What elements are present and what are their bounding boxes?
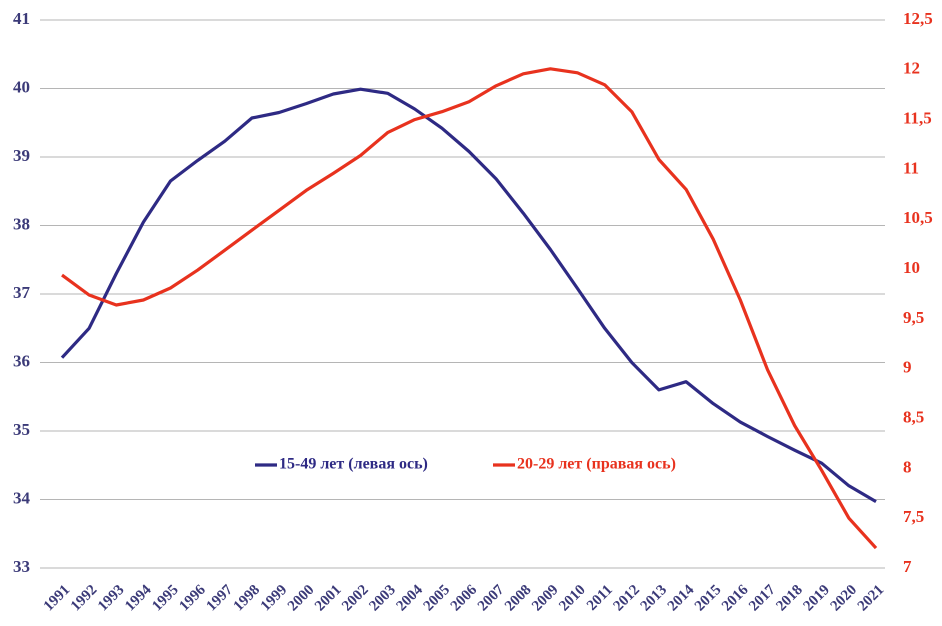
y2-tick-label: 8,5 bbox=[903, 407, 924, 426]
y-tick-label: 35 bbox=[13, 420, 30, 439]
y-tick-label: 39 bbox=[13, 146, 30, 165]
x-tick-label: 1994 bbox=[122, 582, 155, 615]
x-tick-label: 2015 bbox=[692, 582, 725, 615]
x-tick-label: 1996 bbox=[176, 582, 209, 615]
y2-tick-label: 12 bbox=[903, 59, 920, 78]
x-tick-label: 1997 bbox=[204, 582, 237, 615]
x-tick-label: 2012 bbox=[611, 582, 644, 615]
x-tick-label: 2010 bbox=[556, 582, 589, 615]
x-tick-label: 2020 bbox=[828, 582, 861, 615]
legend-label: 20-29 лет (правая ось) bbox=[517, 456, 676, 473]
x-tick-label: 2009 bbox=[529, 582, 562, 615]
x-tick-label: 2018 bbox=[773, 582, 806, 615]
x-tick-label: 2014 bbox=[665, 582, 698, 615]
series-line bbox=[60, 87, 877, 503]
x-tick-label: 2005 bbox=[421, 582, 454, 615]
x-tick-label: 2011 bbox=[584, 582, 616, 614]
x-tick-label: 1999 bbox=[258, 582, 291, 615]
x-tick-label: 2016 bbox=[719, 582, 752, 615]
x-tick-label: 2004 bbox=[393, 582, 426, 615]
x-tick-label: 2006 bbox=[448, 582, 481, 615]
x-tick-label: 2019 bbox=[800, 582, 833, 615]
x-tick-label: 2003 bbox=[366, 582, 399, 615]
x-tick-label: 2017 bbox=[746, 582, 779, 615]
x-tick-label: 2007 bbox=[475, 582, 508, 615]
y-tick-label: 36 bbox=[13, 351, 30, 370]
x-tick-label: 1993 bbox=[95, 582, 128, 615]
legend-label: 15-49 лет (левая ось) bbox=[279, 456, 428, 473]
y2-tick-label: 11 bbox=[903, 158, 919, 177]
x-tick-label: 2002 bbox=[339, 582, 372, 615]
y2-tick-label: 11,5 bbox=[903, 109, 932, 128]
y2-tick-label: 12,5 bbox=[903, 9, 933, 28]
y2-tick-label: 8 bbox=[903, 457, 912, 476]
x-tick-label: 2000 bbox=[285, 582, 318, 615]
x-tick-label: 2001 bbox=[312, 582, 345, 615]
y2-tick-label: 10,5 bbox=[903, 208, 933, 227]
y2-tick-label: 10 bbox=[903, 258, 920, 277]
y2-tick-label: 7 bbox=[903, 557, 912, 576]
x-tick-label: 2008 bbox=[502, 582, 535, 615]
y2-tick-label: 7,5 bbox=[903, 507, 924, 526]
y2-tick-label: 9 bbox=[903, 358, 912, 377]
y-tick-label: 40 bbox=[13, 77, 30, 96]
x-tick-label: 2013 bbox=[638, 582, 671, 615]
x-tick-label: 2021 bbox=[855, 582, 888, 615]
y-tick-label: 34 bbox=[13, 488, 31, 507]
x-tick-label: 1991 bbox=[41, 582, 74, 615]
y-tick-label: 41 bbox=[13, 9, 30, 28]
x-tick-label: 1992 bbox=[68, 582, 101, 615]
series-line bbox=[61, 67, 878, 550]
x-tick-label: 1998 bbox=[231, 582, 264, 615]
y2-tick-label: 9,5 bbox=[903, 308, 924, 327]
x-tick-label: 1995 bbox=[149, 582, 182, 615]
y-tick-label: 33 bbox=[13, 557, 30, 576]
y-tick-label: 37 bbox=[13, 283, 31, 302]
y-tick-label: 38 bbox=[13, 214, 30, 233]
